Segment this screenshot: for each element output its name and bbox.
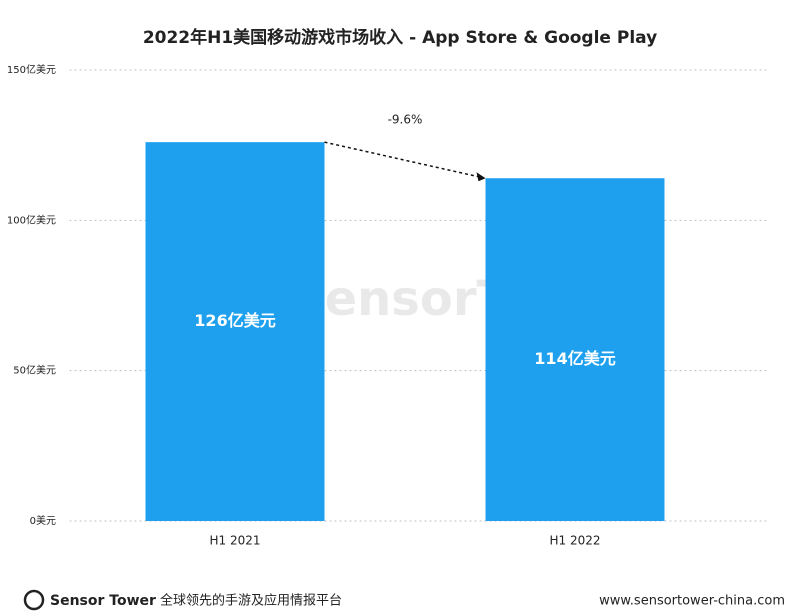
y-tick-label: 50亿美元 xyxy=(13,364,56,377)
value-label: 126亿美元 xyxy=(194,311,275,330)
footer: Sensor Tower 全球领先的手游及应用情报平台 www.sensorto… xyxy=(23,589,785,611)
x-tick-label: H1 2021 xyxy=(209,534,260,548)
y-tick-label: 100亿美元 xyxy=(7,213,56,226)
bar xyxy=(485,178,665,522)
arrow-head xyxy=(476,172,486,182)
plot: 0美元 50亿美元 100亿美元 150亿美元 H1 2021 126亿美元 H1 2022… xyxy=(7,63,771,548)
x-tick-label: H1 2022 xyxy=(549,534,600,548)
footer-tagline: 全球领先的手游及应用情报平台 xyxy=(160,593,342,609)
footer-logo xyxy=(23,589,45,611)
footer-brand: Sensor Tower xyxy=(50,593,156,609)
footer-url: www.sensortower-china.com xyxy=(599,594,785,609)
bar xyxy=(145,142,325,521)
value-label: 114亿美元 xyxy=(534,349,615,368)
y-tick-label: 150亿美元 xyxy=(7,63,56,76)
chart-title: 2022年H1美国移动游戏市场收入 - App Store & Google P… xyxy=(143,27,657,48)
change-arrow xyxy=(324,141,480,178)
y-tick-label: 0美元 xyxy=(30,514,56,527)
annotation: -9.6% xyxy=(388,113,423,127)
